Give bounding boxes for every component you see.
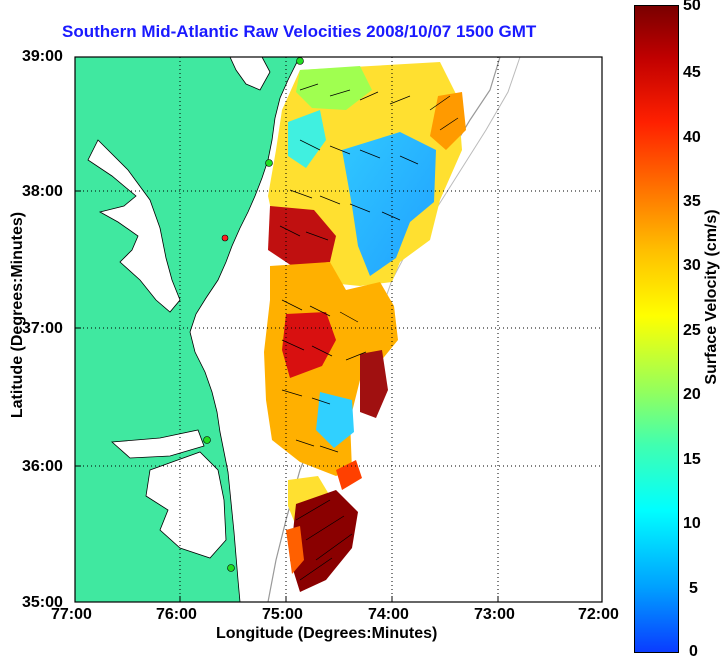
albemarle-sound: [111, 429, 205, 459]
colorbar-tick-label: 40: [683, 129, 701, 146]
axis-ticks: [75, 190, 499, 602]
colorbar-tick-label: 15: [683, 451, 701, 468]
velocity-vectors: [279, 83, 459, 581]
x-tick-label: 74:00: [368, 606, 409, 623]
chesapeake-bay: [87, 139, 181, 313]
colorbar-tick-label: 25: [683, 322, 701, 339]
colorbar-tick-label: 5: [689, 580, 698, 597]
pamlico-sound: [145, 451, 227, 559]
colorbar-tick-label: 45: [683, 64, 701, 81]
map-title: Southern Mid-Atlantic Raw Velocities 200…: [62, 22, 537, 41]
x-tick-label: 77:00: [51, 606, 92, 623]
x-tick-label: 72:00: [578, 606, 619, 623]
y-tick-label: 35:00: [22, 594, 63, 611]
colorbar-tick-label: 35: [683, 193, 701, 210]
y-tick-label: 36:00: [22, 458, 63, 475]
colorbar-tick-label: 50: [683, 0, 701, 14]
colorbar-tick-label: 0: [689, 643, 698, 660]
y-tick-label: 38:00: [22, 183, 63, 200]
delaware-bay: [229, 57, 271, 91]
x-tick-label: 75:00: [262, 606, 303, 623]
colorbar-tick-label: 30: [683, 257, 701, 274]
y-axis-label: Latitude (Degrees:Minutes): [9, 211, 26, 419]
colorbar-label: Surface Velocity (cm/s): [703, 209, 720, 385]
y-tick-label: 37:00: [22, 320, 63, 337]
station-markers: [203, 57, 304, 572]
grid-lines: [75, 57, 602, 602]
x-tick-label: 76:00: [156, 606, 197, 623]
y-tick-label: 39:00: [22, 48, 63, 65]
colorbar-tick-label: 20: [683, 386, 701, 403]
x-axis-label: Longitude (Degrees:Minutes): [216, 625, 438, 642]
colorbar: [634, 5, 679, 653]
colorbar-tick-label: 10: [683, 515, 701, 532]
x-tick-label: 73:00: [474, 606, 515, 623]
plot-border: [74, 56, 603, 603]
